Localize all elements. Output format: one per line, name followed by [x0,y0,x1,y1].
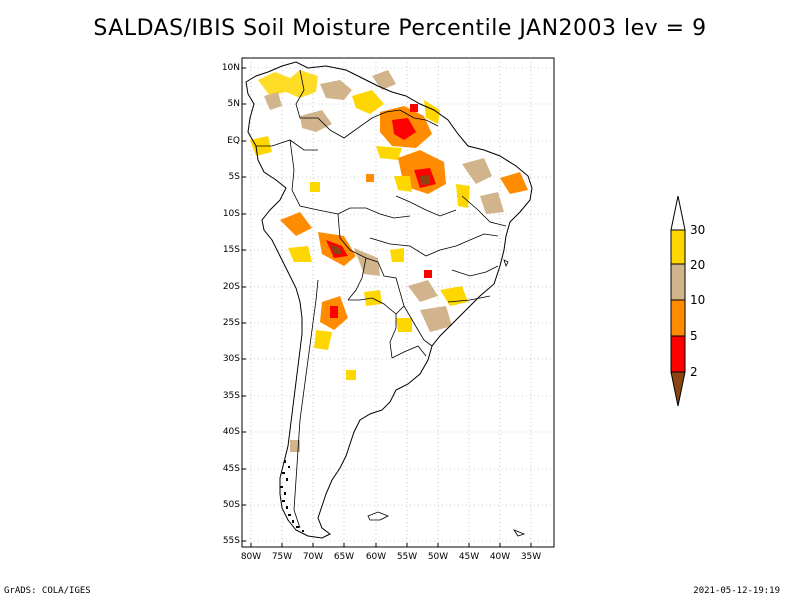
patch-yellow [314,330,332,350]
footer-timestamp: 2021-05-12-19:19 [693,586,780,596]
patch-red [424,270,432,278]
lat-label: 10S [222,209,240,219]
patch-yellow [352,90,384,114]
lat-label: 25S [222,318,240,328]
lat-label: EQ [227,136,240,146]
patch-yellow [456,184,470,208]
colorbar-swatch [670,263,686,301]
lat-label: 35S [222,391,240,401]
colorbar-swatch [670,229,686,265]
patch-brown [420,175,430,185]
patch-tan [408,280,438,302]
patch-tan [354,248,380,276]
patch-tan [290,440,300,452]
lat-label: 20S [222,282,240,292]
patch-tan [420,306,452,332]
lat-label: 55S [222,536,240,546]
colorbar-label: 2 [690,365,698,379]
colorbar-label: 10 [690,293,706,307]
patch-tan [480,192,504,214]
lat-label: 50S [222,500,240,510]
lon-label: 70W [302,552,324,562]
colorbar-top-triangle [670,195,686,231]
patch-orange [280,212,312,236]
patch-tan [264,92,282,110]
lon-label: 80W [240,552,262,562]
colorbar-swatch [670,335,686,373]
patch-brown [330,244,342,254]
colorbar-swatch [670,299,686,337]
colorbar-label: 30 [690,223,706,237]
lon-label: 55W [396,552,418,562]
patch-orange [500,172,528,194]
patch-red [330,306,338,318]
lat-label: 15S [222,245,240,255]
lon-label: 60W [365,552,387,562]
patch-yellow [396,318,412,332]
tick-marks [242,67,532,547]
patch-tan [258,70,318,98]
lat-label: 5N [227,99,240,109]
islands [367,259,526,537]
patch-yellow [288,246,312,262]
colorbar-label: 20 [690,258,706,272]
lon-label: 35W [520,552,542,562]
lon-label: 65W [333,552,355,562]
patch-red [392,118,416,140]
patch-yellow [390,248,404,262]
lon-label: 40W [489,552,511,562]
map-title: SALDAS/IBIS Soil Moisture Percentile JAN… [93,16,707,41]
colorbar-bottom-triangle [670,371,686,407]
patch-red [410,104,418,112]
lat-label: 5S [228,172,240,182]
patch-yellow [310,182,320,192]
patch-yellow [394,176,412,192]
lon-label: 45W [458,552,480,562]
lon-label: 50W [427,552,449,562]
patch-yellow [440,286,468,306]
lat-label: 10N [221,63,240,73]
patch-yellow [376,146,402,160]
lat-label: 40S [222,427,240,437]
patch-tan [320,80,352,100]
colorbar [670,195,686,407]
patch-tan [300,110,332,132]
patch-yellow [424,100,440,124]
continent-outline [245,61,533,539]
patch-yellow [364,290,382,306]
colorbar-label: 5 [690,329,698,343]
footer-credit: GrADS: COLA/IGES [4,586,91,596]
patch-orange [366,174,374,182]
chile-coast-stipple [280,460,304,532]
plot-frame [241,57,555,548]
lon-label: 75W [271,552,293,562]
lat-label: 45S [222,464,240,474]
country-borders [256,69,507,529]
lat-label: 30S [222,354,240,364]
patch-yellow [346,370,356,380]
patch-tan [372,70,396,90]
patch-tan [462,158,492,184]
shaded-patches [250,70,528,452]
